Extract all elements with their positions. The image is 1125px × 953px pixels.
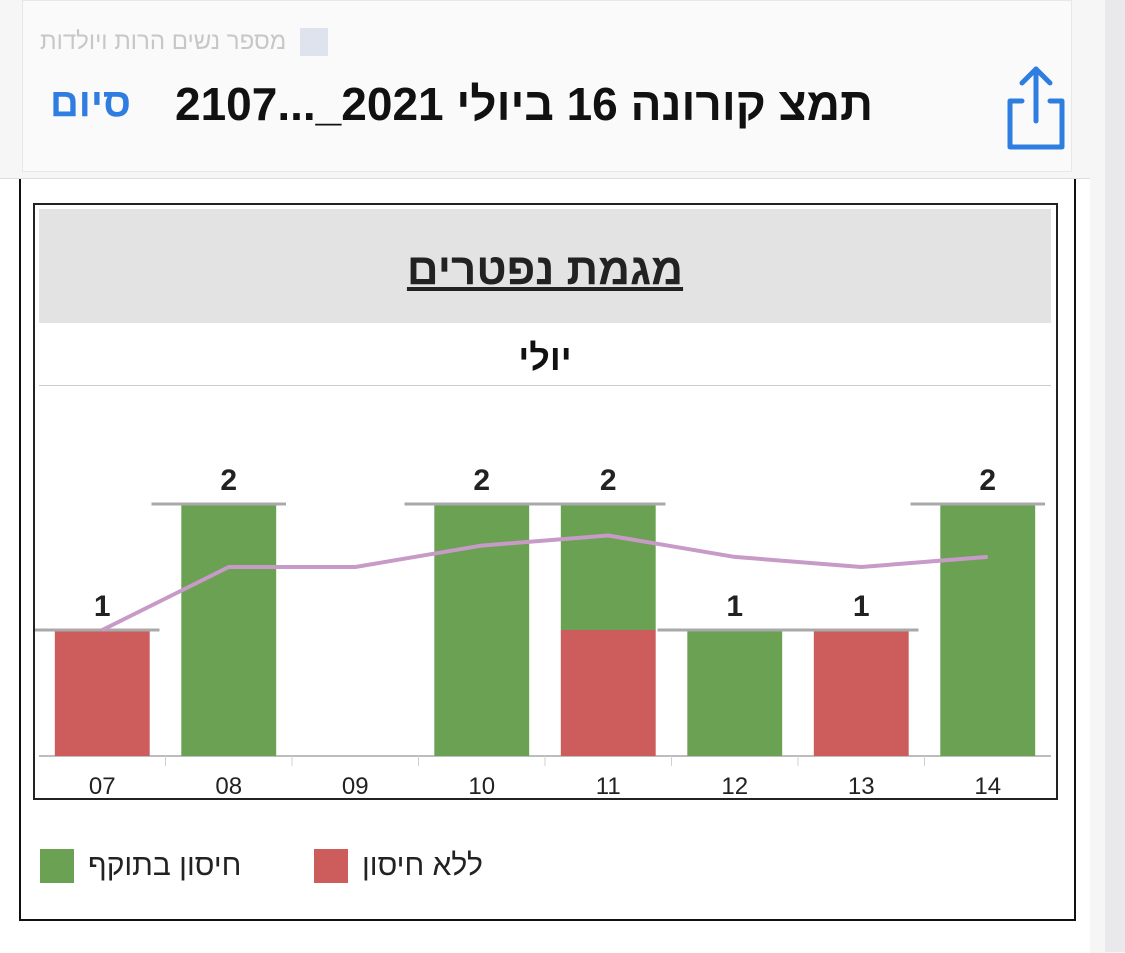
chart-subtitle-band: יולי — [39, 327, 1051, 386]
scroll-track[interactable] — [1105, 0, 1125, 952]
trend-line — [101, 533, 988, 632]
x-tick-label-14: 14 — [974, 773, 1001, 798]
data-label-12: 1 — [726, 590, 743, 623]
page-frame — [19, 179, 1076, 921]
bar-12-vaccinated — [687, 630, 783, 756]
bar-07-unvaccinated — [54, 630, 150, 756]
x-tick-label-11: 11 — [596, 773, 621, 798]
x-tick-label-08: 08 — [215, 773, 242, 798]
bar-13-unvaccinated — [813, 630, 909, 756]
chart-legend: חיסון בתוקף ללא חיסון — [40, 849, 640, 889]
background-legend-row: מספר נשים הרות ויולדות — [40, 28, 329, 56]
x-tick-label-12: 12 — [721, 773, 748, 798]
document-page: מגמת נפטרים יולי 1 07 2 08 09 2 10 2 11 1 12 1 13 2 14… — [0, 178, 1090, 953]
share-icon[interactable] — [1000, 63, 1072, 153]
x-tick-label-13: 13 — [848, 773, 875, 798]
data-label-14: 2 — [979, 464, 996, 497]
data-label-10: 2 — [473, 464, 490, 497]
bar-11-vaccinated — [560, 504, 656, 630]
chart-container: מגמת נפטרים יולי 1 07 2 08 09 2 10 2 11 1 12 1 13 2 14 — [33, 203, 1058, 800]
legend-label-vaccinated: חיסון בתוקף — [88, 849, 242, 882]
bar-08-vaccinated — [181, 504, 277, 756]
data-label-07: 1 — [94, 590, 111, 623]
background-document — [22, 0, 1072, 172]
background-legend-label: מספר נשים הרות ויולדות — [40, 28, 287, 55]
x-tick-label-09: 09 — [342, 773, 369, 798]
background-legend-swatch — [300, 28, 329, 56]
document-header: סיום תמצ קורונה 16 ביולי 2021_...2107 — [0, 55, 1100, 175]
legend-swatch-vaccinated — [40, 849, 74, 883]
document-title: תמצ קורונה 16 ביולי 2021_...2107 — [175, 78, 873, 130]
data-label-11: 2 — [600, 464, 617, 497]
done-button[interactable]: סיום — [50, 81, 131, 125]
x-tick-label-10: 10 — [468, 773, 495, 798]
chart-title-band: מגמת נפטרים — [39, 209, 1051, 323]
chart-subtitle: יולי — [518, 337, 572, 378]
chart-title: מגמת נפטרים — [406, 245, 684, 294]
legend-item-unvaccinated: ללא חיסון — [314, 849, 483, 883]
legend-item-vaccinated: חיסון בתוקף — [40, 849, 241, 883]
data-label-13: 1 — [853, 590, 870, 623]
data-label-08: 2 — [220, 464, 237, 497]
bar-11-unvaccinated — [560, 630, 656, 756]
legend-swatch-unvaccinated — [314, 849, 348, 883]
bar-14-vaccinated — [940, 504, 1036, 756]
legend-label-unvaccinated: ללא חיסון — [362, 849, 483, 882]
x-tick-label-07: 07 — [89, 773, 116, 798]
